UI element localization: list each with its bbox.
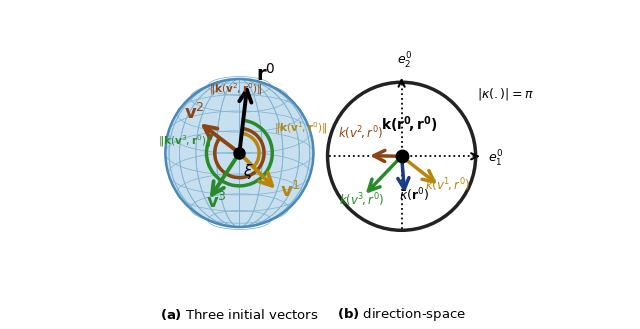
Text: $|\kappa(.)| = \pi$: $|\kappa(.)| = \pi$ [477, 86, 534, 102]
Text: $e^0_2$: $e^0_2$ [397, 51, 412, 71]
Circle shape [165, 79, 314, 227]
Text: $\mathbf{k(r^0\!,r^0)}$: $\mathbf{k(r^0\!,r^0)}$ [381, 114, 438, 135]
Text: $\mathbf{(a)}$ Three initial vectors: $\mathbf{(a)}$ Three initial vectors [160, 307, 319, 322]
Text: $\mathbf{r}^0$: $\mathbf{r}^0$ [256, 63, 275, 85]
Text: $\|\mathbf{k}(\mathbf{v}^3,\mathbf{r}^0)\|$: $\|\mathbf{k}(\mathbf{v}^3,\mathbf{r}^0)… [159, 134, 212, 149]
Text: $\xi$: $\xi$ [243, 162, 254, 181]
Text: $e^0_1$: $e^0_1$ [488, 149, 504, 169]
Text: $\|\mathbf{k}(\mathbf{v}^2,\mathbf{r}^0)\|$: $\|\mathbf{k}(\mathbf{v}^2,\mathbf{r}^0)… [209, 81, 263, 97]
Text: $k(v^2\!,r^0)$: $k(v^2\!,r^0)$ [338, 124, 383, 142]
Text: $k(v^1\!,r^0)$: $k(v^1\!,r^0)$ [425, 176, 470, 193]
Text: $k(v^3\!,r^0)$: $k(v^3\!,r^0)$ [339, 191, 385, 209]
Text: $\bar{\kappa}(\mathbf{r}^0)$: $\bar{\kappa}(\mathbf{r}^0)$ [399, 187, 429, 204]
Text: $\mathbf{v}^3$: $\mathbf{v}^3$ [205, 192, 227, 212]
Text: $\mathbf{v}^1$: $\mathbf{v}^1$ [280, 181, 301, 201]
Text: $\|\mathbf{k}(\mathbf{v}^1,\mathbf{r}^0)\|$: $\|\mathbf{k}(\mathbf{v}^1,\mathbf{r}^0)… [274, 120, 327, 136]
Circle shape [328, 82, 476, 230]
Text: $\mathbf{v}^2$: $\mathbf{v}^2$ [184, 103, 205, 123]
Text: $\mathbf{(b)}$ direction-space: $\mathbf{(b)}$ direction-space [337, 306, 466, 323]
